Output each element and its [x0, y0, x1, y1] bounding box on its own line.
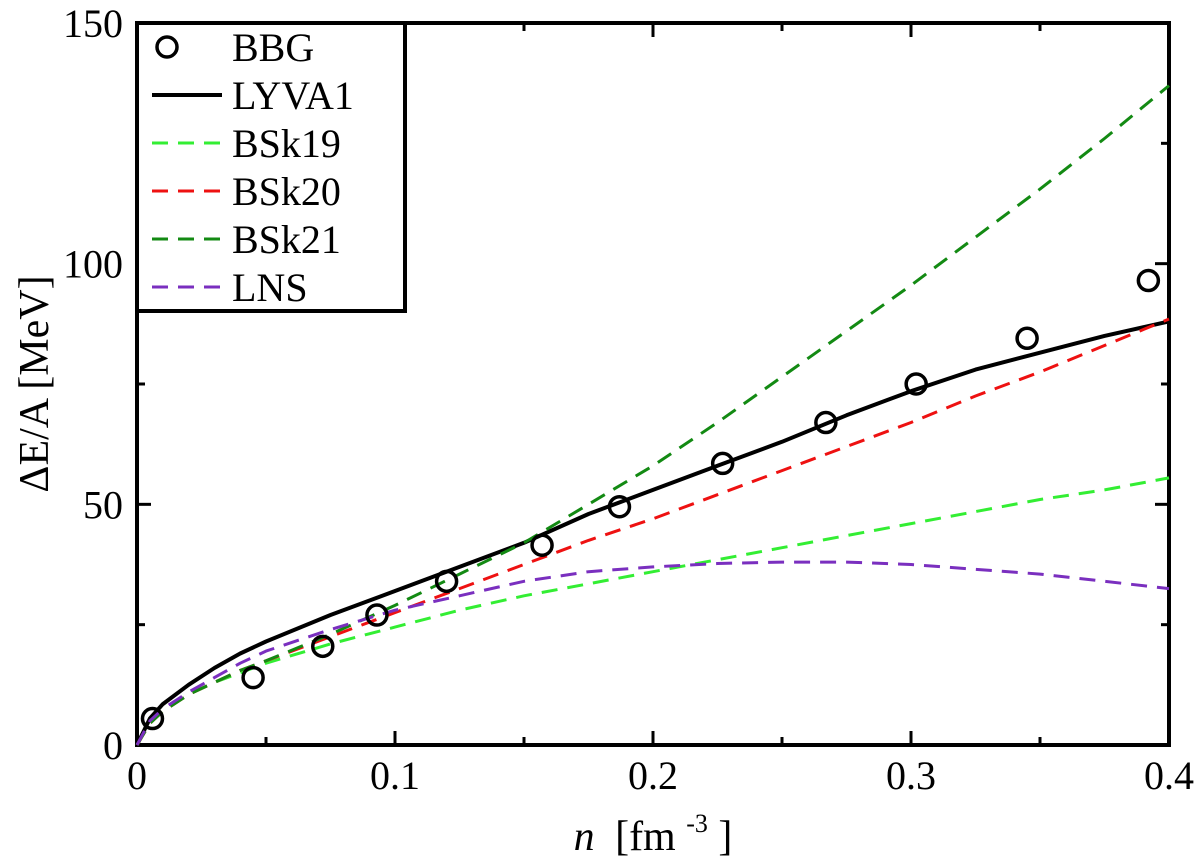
- x-axis-exponent: -3: [686, 809, 708, 838]
- legend-label-bsk20: BSk20: [232, 169, 341, 214]
- data-point-bbg: [710, 451, 735, 476]
- x-tick-label: 0: [127, 753, 147, 798]
- data-point-bbg: [434, 569, 459, 594]
- series-line-bsk21: [135, 84, 1170, 746]
- x-tick-label: 0.3: [886, 753, 936, 798]
- y-tick-label: 150: [63, 1, 123, 46]
- legend-box: [135, 21, 407, 313]
- legend-label-bsk21: BSk21: [232, 217, 341, 262]
- legend-label-lyva1: LYVA1: [232, 73, 354, 118]
- tick-labels: 0 0.1 0.2 0.3 0.4 0 50 100 150: [63, 1, 1194, 798]
- legend-label-bbg: BBG: [232, 25, 314, 70]
- data-point-bbg: [607, 494, 632, 519]
- x-tick-label: 0.2: [628, 753, 678, 798]
- series-line-bsk20: [135, 317, 1170, 746]
- data-point-bbg: [311, 634, 335, 659]
- y-axis-title: ΔE/A [MeV]: [12, 275, 58, 492]
- data-point-bbg: [814, 410, 838, 435]
- data-point-bbg: [1136, 268, 1161, 293]
- series-line-lns: [135, 560, 1170, 746]
- x-axis-unit-close: ]: [718, 814, 732, 860]
- legend-symbol-bbg: [155, 35, 179, 59]
- x-axis-unit: [fm: [615, 814, 676, 860]
- data-point-bbg: [530, 533, 554, 557]
- series-line-bsk19: [135, 476, 1170, 746]
- data-point-bbg: [241, 665, 265, 690]
- data-point-bbg: [140, 706, 165, 731]
- x-axis-title: n [fm -3 ]: [574, 796, 733, 860]
- y-tick-label: 50: [83, 482, 123, 527]
- plot-area: [135, 84, 1170, 746]
- legend-label-bsk19: BSk19: [232, 121, 341, 166]
- x-tick-label: 0.1: [370, 753, 420, 798]
- x-axis-variable: n: [574, 814, 595, 860]
- data-point-bbg: [904, 372, 928, 396]
- y-tick-label: 0: [103, 723, 123, 768]
- legend-label-lns: LNS: [232, 265, 308, 310]
- y-tick-label: 100: [63, 242, 123, 287]
- data-point-bbg: [365, 603, 389, 627]
- series-line-lyva1: [135, 319, 1170, 746]
- x-tick-label: 0.4: [1144, 753, 1194, 798]
- data-point-bbg: [1015, 326, 1039, 351]
